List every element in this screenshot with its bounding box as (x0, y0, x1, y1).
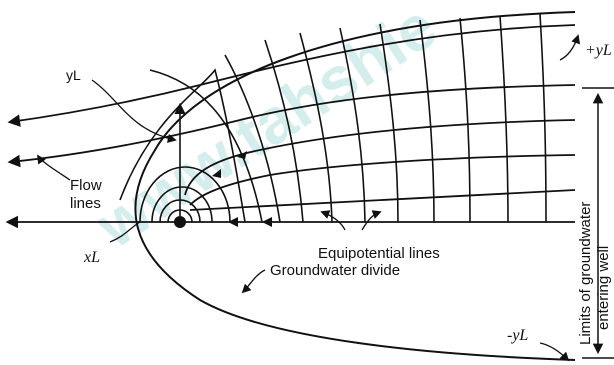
y-l-leader (91, 79, 177, 143)
flow-line-3 (184, 119, 576, 196)
flow-lines (5, 24, 576, 229)
flow-line-1 (7, 24, 576, 127)
label-equipotential: Equipotential lines (318, 245, 440, 262)
flow-line-2 (7, 84, 576, 168)
groundwater-divide-curve (134, 11, 576, 361)
leaders (36, 34, 581, 362)
flow-line-5 (189, 189, 576, 211)
label-groundwater-divide: Groundwater divide (270, 262, 400, 279)
label-minus-y-l: -yL (507, 327, 528, 344)
limits-line (582, 87, 614, 359)
label-y-l: yL (66, 67, 81, 83)
label-plus-y-l: +yL (585, 42, 612, 59)
label-limits-1: Limits of groundwater (577, 202, 594, 345)
label-x-l: xL (83, 249, 100, 266)
equipotential-lines (119, 13, 547, 223)
label-limits-2: entering well (595, 246, 612, 330)
well (174, 216, 186, 228)
label-flow-lines-1: Flow (70, 177, 102, 194)
label-flow-lines-2: lines (70, 195, 101, 212)
flow-line-4 (189, 154, 576, 206)
